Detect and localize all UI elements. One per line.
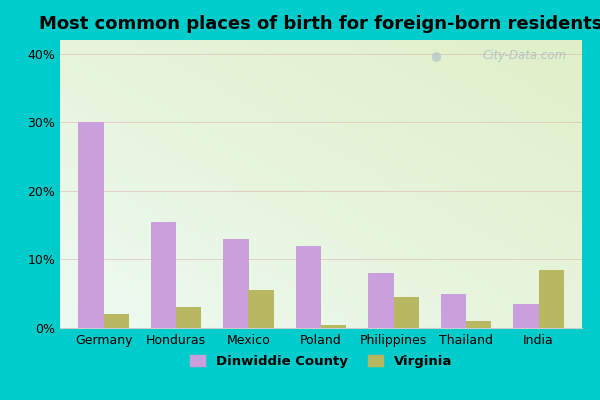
Bar (296, 246, 321, 328)
Text: City-Data.com: City-Data.com (482, 49, 566, 62)
Bar (466, 321, 491, 328)
Bar (368, 273, 394, 328)
Bar (104, 314, 129, 328)
Bar (151, 222, 176, 328)
Bar (248, 290, 274, 328)
Bar (394, 297, 419, 328)
Bar (321, 324, 346, 328)
Bar (539, 270, 564, 328)
Bar (513, 304, 539, 328)
Title: Most common places of birth for foreign-born residents: Most common places of birth for foreign-… (40, 15, 600, 33)
Text: ●: ● (430, 49, 441, 62)
Bar (440, 294, 466, 328)
Legend: Dinwiddie County, Virginia: Dinwiddie County, Virginia (184, 349, 458, 373)
Bar (78, 122, 104, 328)
Bar (176, 308, 202, 328)
Bar (223, 239, 248, 328)
